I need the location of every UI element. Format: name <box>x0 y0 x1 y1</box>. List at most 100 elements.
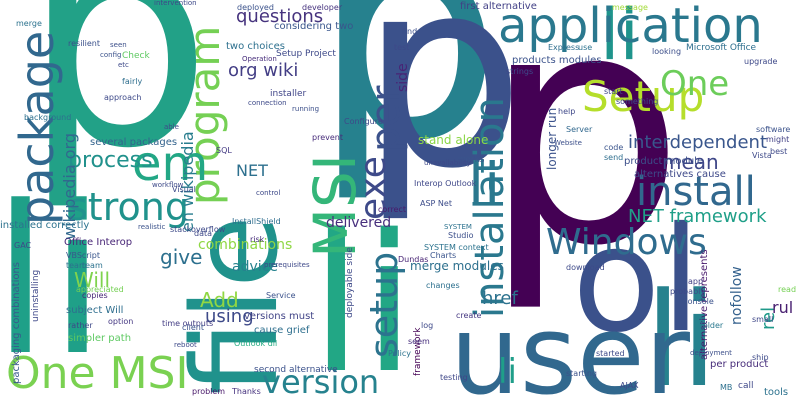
word: AJAX <box>620 381 639 390</box>
word: Thanks <box>232 387 261 396</box>
word: Will <box>74 268 111 292</box>
word: Add <box>200 288 239 312</box>
word: Windows <box>546 222 707 263</box>
word: li <box>600 0 639 76</box>
word: li <box>0 163 106 400</box>
word: Check <box>122 51 150 61</box>
word: Console <box>682 297 714 306</box>
word: Dundas <box>398 255 429 264</box>
word: InstallShield <box>232 217 281 226</box>
word: looking <box>652 47 682 56</box>
word: NET <box>236 161 268 180</box>
word: questions <box>236 6 324 27</box>
word: product module <box>624 156 704 167</box>
word: Office Interop <box>64 237 133 248</box>
word: Vista <box>752 151 772 160</box>
word: user <box>450 291 690 400</box>
word: message <box>612 3 648 12</box>
word: workflow <box>152 181 184 189</box>
word: Setup Project <box>276 49 336 59</box>
word: test <box>394 43 410 52</box>
word: testing <box>440 373 468 382</box>
word: framework <box>413 327 423 376</box>
word: started <box>596 349 625 358</box>
word: SYSTEM <box>444 223 472 231</box>
word: simpler path <box>68 333 132 344</box>
word: small <box>752 315 774 324</box>
word: find <box>402 27 418 36</box>
word: Visual <box>172 185 196 194</box>
word: One MSI <box>6 348 189 399</box>
word: best <box>770 147 788 156</box>
word: call <box>738 381 754 391</box>
word: etc <box>118 61 129 69</box>
word: merge modules <box>410 259 504 273</box>
word: log <box>421 321 434 330</box>
word: copies <box>82 291 108 300</box>
word: Configure <box>344 117 383 126</box>
word: li <box>645 264 718 400</box>
word: versions must <box>244 311 315 322</box>
word: delivered <box>326 215 392 231</box>
word: starting <box>566 369 598 378</box>
word: combinations <box>198 237 293 253</box>
word: subject Will <box>66 305 124 316</box>
word: folder <box>700 321 724 330</box>
word: SQL <box>216 146 232 155</box>
word: first alternative <box>460 1 537 12</box>
word: works <box>458 155 485 165</box>
word: ship <box>752 353 769 362</box>
word: process <box>68 148 153 173</box>
word: stand alone <box>418 133 489 147</box>
word: able <box>164 123 179 131</box>
word: Express <box>548 43 580 52</box>
word: several packages <box>90 137 178 148</box>
word: installer <box>270 89 307 99</box>
word: might <box>766 135 790 144</box>
word: nofollow <box>729 266 745 325</box>
word: software <box>756 125 791 134</box>
word: p <box>360 0 526 226</box>
word: send <box>604 153 624 162</box>
word: ASP Net <box>420 199 452 208</box>
word: considering two <box>274 21 354 32</box>
word: two choices <box>226 41 285 52</box>
word: em <box>132 136 209 192</box>
word: GAC <box>14 241 32 250</box>
word: something <box>616 97 659 106</box>
word: give <box>160 245 203 269</box>
word: p <box>482 0 686 316</box>
word: changes <box>426 281 460 290</box>
word: setup <box>362 251 406 358</box>
word: start <box>604 87 623 96</box>
word: Microsoft Office <box>686 43 757 53</box>
word: resilient <box>68 39 100 48</box>
word: Charts <box>430 251 457 260</box>
word: tools <box>764 387 789 398</box>
word: installation <box>467 97 513 318</box>
word: li <box>468 150 501 218</box>
word: data <box>194 229 213 238</box>
word: ol <box>572 196 701 365</box>
word: Interop Outlook <box>414 179 477 188</box>
word: use <box>578 43 593 52</box>
word: deployed <box>237 3 274 12</box>
word: probably <box>670 287 706 296</box>
word: team <box>82 261 103 270</box>
word: upgrade <box>744 57 778 66</box>
word: products modules <box>512 55 602 66</box>
word: rul <box>772 298 794 317</box>
word: SYSTEM context <box>424 243 489 252</box>
word: org wiki <box>228 60 299 81</box>
word: per product <box>710 359 769 370</box>
word: risk <box>250 235 265 244</box>
word: connection <box>248 99 287 107</box>
word: NET framework <box>628 206 767 227</box>
word: deployable side <box>345 247 355 318</box>
word: Setup <box>582 72 705 121</box>
word: href <box>482 288 518 309</box>
word: read <box>778 285 797 294</box>
word: second alternative <box>254 365 338 375</box>
word: stackoverflow <box>170 225 226 234</box>
